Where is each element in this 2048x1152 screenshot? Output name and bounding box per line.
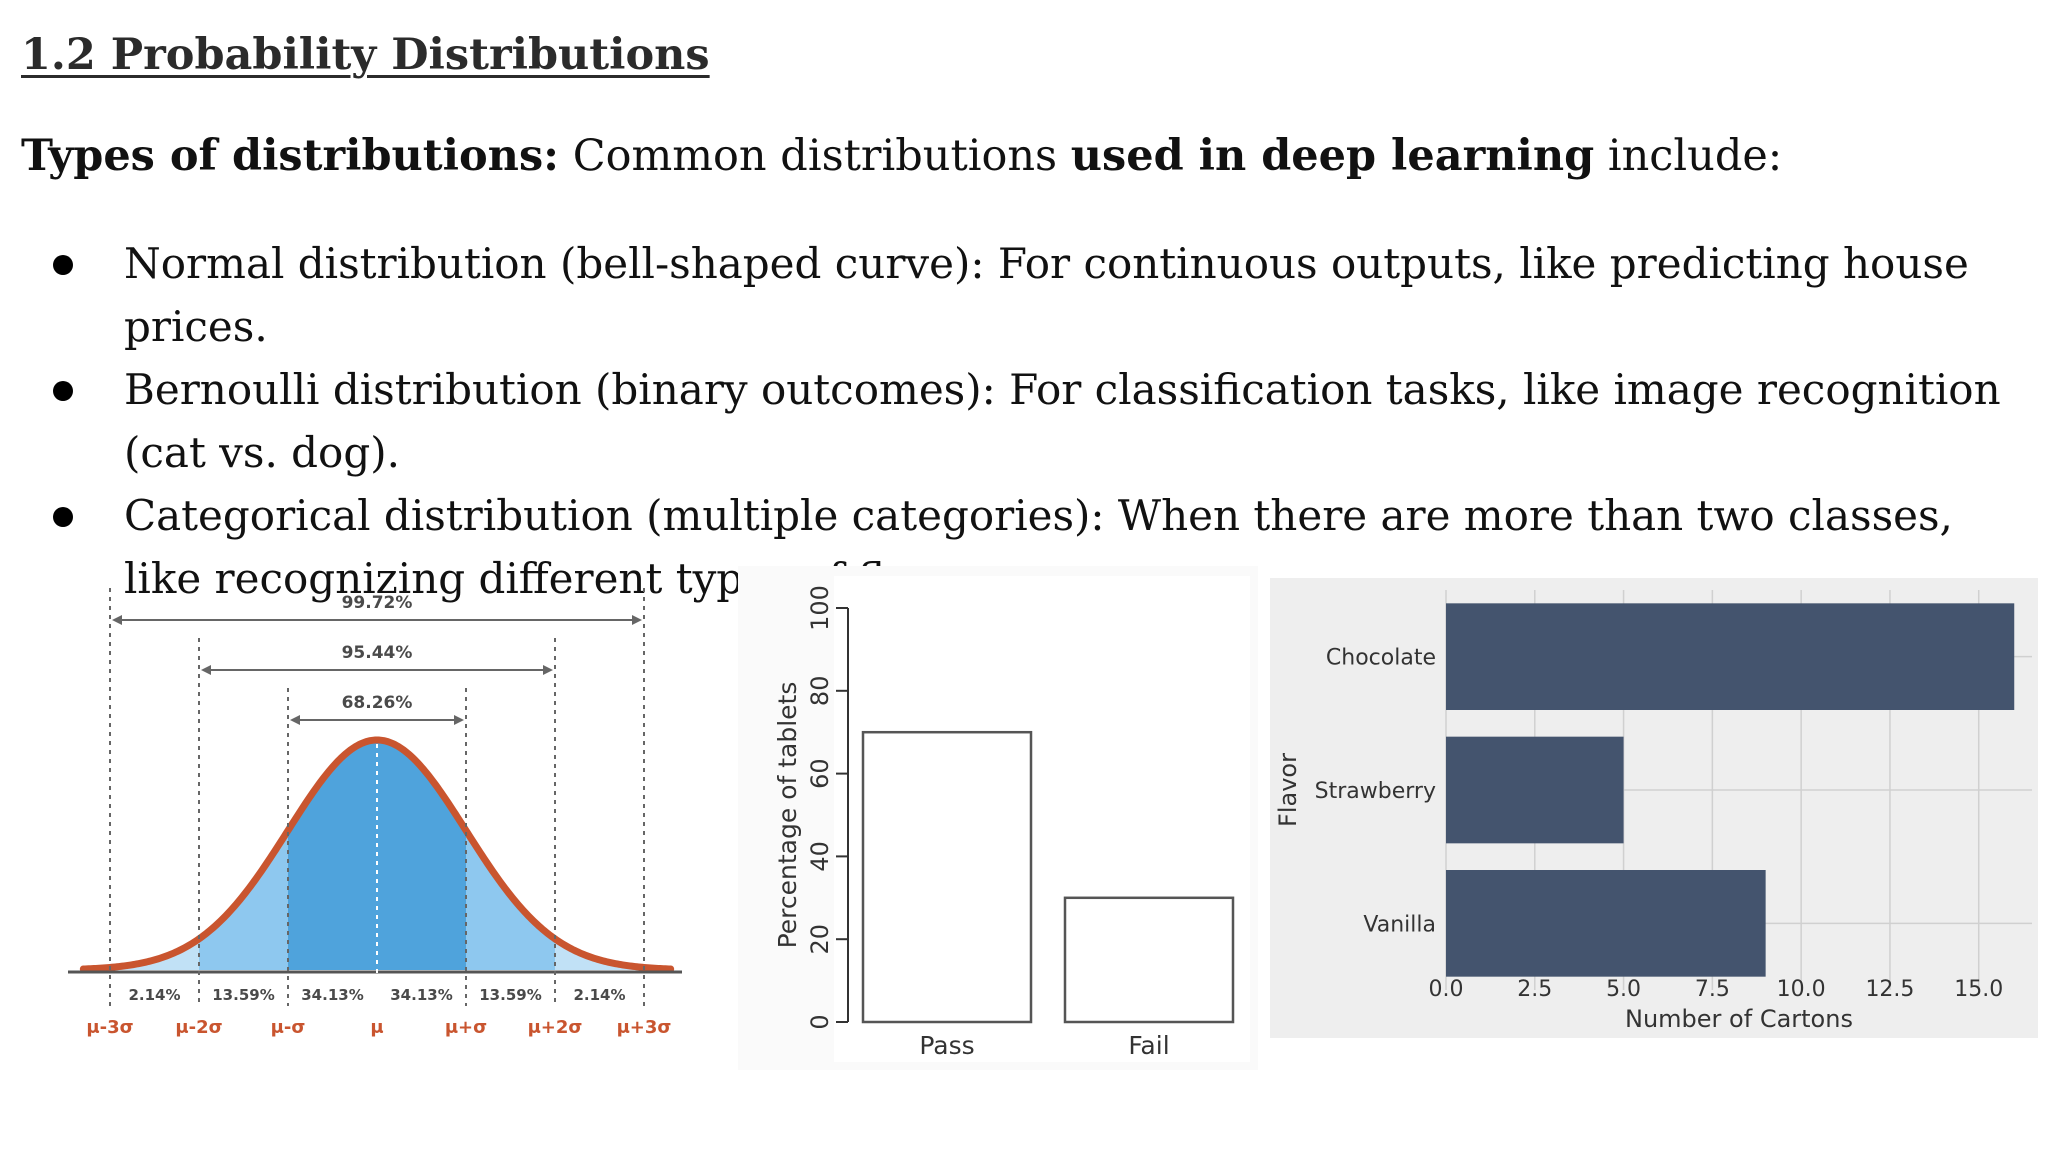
- arrowhead-right-icon: [454, 715, 464, 725]
- x-tick-label: 15.0: [1954, 977, 2003, 1002]
- sigma-tick-label: μ+2σ: [528, 1017, 583, 1038]
- flavor-cartons-bar-chart: 0.0 2.5 5.0 7.5 10.0 12.5 15.0 Chocolate Strawbe…: [1270, 578, 2038, 1038]
- pass-fail-bar-chart: 0 20 40 60 80 100 Percentage of tablets Pass Fai…: [738, 566, 1258, 1070]
- intro-bold-lead: Types of distributions:: [21, 131, 560, 181]
- y-tick-label: 40: [806, 841, 834, 872]
- y-axis-label: Flavor: [1274, 753, 1302, 827]
- sigma-tick-label: μ+3σ: [617, 1017, 672, 1038]
- band-percent-label: 13.59%: [479, 986, 541, 1004]
- x-axis-label: Number of Cartons: [1625, 1005, 1853, 1033]
- pass-fail-bar-chart-svg: 0 20 40 60 80 100 Percentage of tablets Pass Fai…: [738, 566, 1258, 1070]
- bar-vanilla: [1446, 870, 1766, 977]
- intro-text-mid: Common distributions: [559, 131, 1071, 181]
- list-item: Categorical distribution (multiple categ…: [0, 484, 2048, 610]
- bar-pass: [861, 730, 1033, 1024]
- sigma-tick-label: μ-3σ: [86, 1017, 133, 1038]
- arrowhead-left-icon: [201, 665, 211, 675]
- list-item-text: Normal distribution (bell-shaped curve):…: [124, 239, 1969, 351]
- arrowhead-right-icon: [632, 615, 642, 625]
- band-percent-label: 13.59%: [212, 986, 274, 1004]
- y-category-label: Strawberry: [1315, 779, 1436, 804]
- bar-fail: [1063, 896, 1235, 1024]
- section-heading: 1.2 Probability Distributions: [21, 30, 710, 80]
- x-category-label: Pass: [919, 1031, 974, 1060]
- sigma-tick-label: μ-2σ: [175, 1017, 222, 1038]
- list-item: Bernoulli distribution (binary outcomes)…: [0, 358, 2048, 484]
- list-item: Normal distribution (bell-shaped curve):…: [0, 232, 2048, 358]
- bar-chocolate: [1446, 603, 2015, 710]
- x-tick-label: 2.5: [1517, 977, 1552, 1002]
- sigma-tick-label: μ+σ: [445, 1017, 487, 1038]
- x-tick-label: 12.5: [1865, 977, 1914, 1002]
- bell-curve-line: [79, 736, 675, 973]
- band-percent-label: 34.13%: [390, 986, 452, 1004]
- intro-text-end: include:: [1594, 131, 1783, 181]
- normal-distribution-svg: 99.72% 95.44% 68.26% 2.14% 13.59% 34.13% 34.13…: [68, 588, 682, 1038]
- intro-bold-mid: used in deep learning: [1070, 131, 1595, 181]
- arrowhead-right-icon: [543, 665, 553, 675]
- range-percent-label: 95.44%: [342, 643, 413, 663]
- distribution-list: Normal distribution (bell-shaped curve):…: [0, 232, 2048, 610]
- sigma-tick-label: μ: [370, 1017, 383, 1038]
- list-item-text: Bernoulli distribution (binary outcomes)…: [124, 365, 2001, 477]
- bar-strawberry: [1446, 736, 1624, 844]
- x-tick-label: 5.0: [1606, 977, 1641, 1002]
- band-percent-label: 34.13%: [301, 986, 363, 1004]
- y-tick-label: 60: [806, 758, 834, 789]
- bullet-dot-icon: [53, 381, 73, 401]
- list-item-text: Categorical distribution (multiple categ…: [124, 491, 1953, 603]
- sigma-tick-label: μ-σ: [271, 1017, 306, 1038]
- x-category-label: Fail: [1128, 1031, 1169, 1060]
- normal-distribution-figure: 99.72% 95.44% 68.26% 2.14% 13.59% 34.13% 34.13…: [60, 566, 690, 1056]
- y-category-label: Vanilla: [1363, 912, 1436, 937]
- flavor-cartons-bar-chart-svg: 0.0 2.5 5.0 7.5 10.0 12.5 15.0 Chocolate Strawbe…: [1270, 578, 2038, 1038]
- range-percent-label: 68.26%: [342, 693, 413, 713]
- y-tick-label: 20: [806, 924, 834, 955]
- y-tick-label: 0: [806, 1014, 834, 1029]
- bullet-dot-icon: [53, 255, 73, 275]
- intro-paragraph: Types of distributions: Common distribut…: [21, 131, 1782, 181]
- arrowhead-left-icon: [290, 715, 300, 725]
- bullet-dot-icon: [53, 507, 73, 527]
- x-tick-label: 10.0: [1777, 977, 1826, 1002]
- y-tick-label: 80: [806, 676, 834, 707]
- band-percent-label: 2.14%: [573, 986, 625, 1004]
- y-tick-label: 100: [806, 585, 834, 631]
- y-axis-label: Percentage of tablets: [773, 682, 802, 949]
- x-tick-label: 7.5: [1695, 977, 1730, 1002]
- x-tick-label: 0.0: [1429, 977, 1464, 1002]
- band-percent-label: 2.14%: [128, 986, 180, 1004]
- arrowhead-left-icon: [112, 615, 122, 625]
- y-category-label: Chocolate: [1326, 646, 1436, 671]
- range-percent-label: 99.72%: [342, 593, 413, 613]
